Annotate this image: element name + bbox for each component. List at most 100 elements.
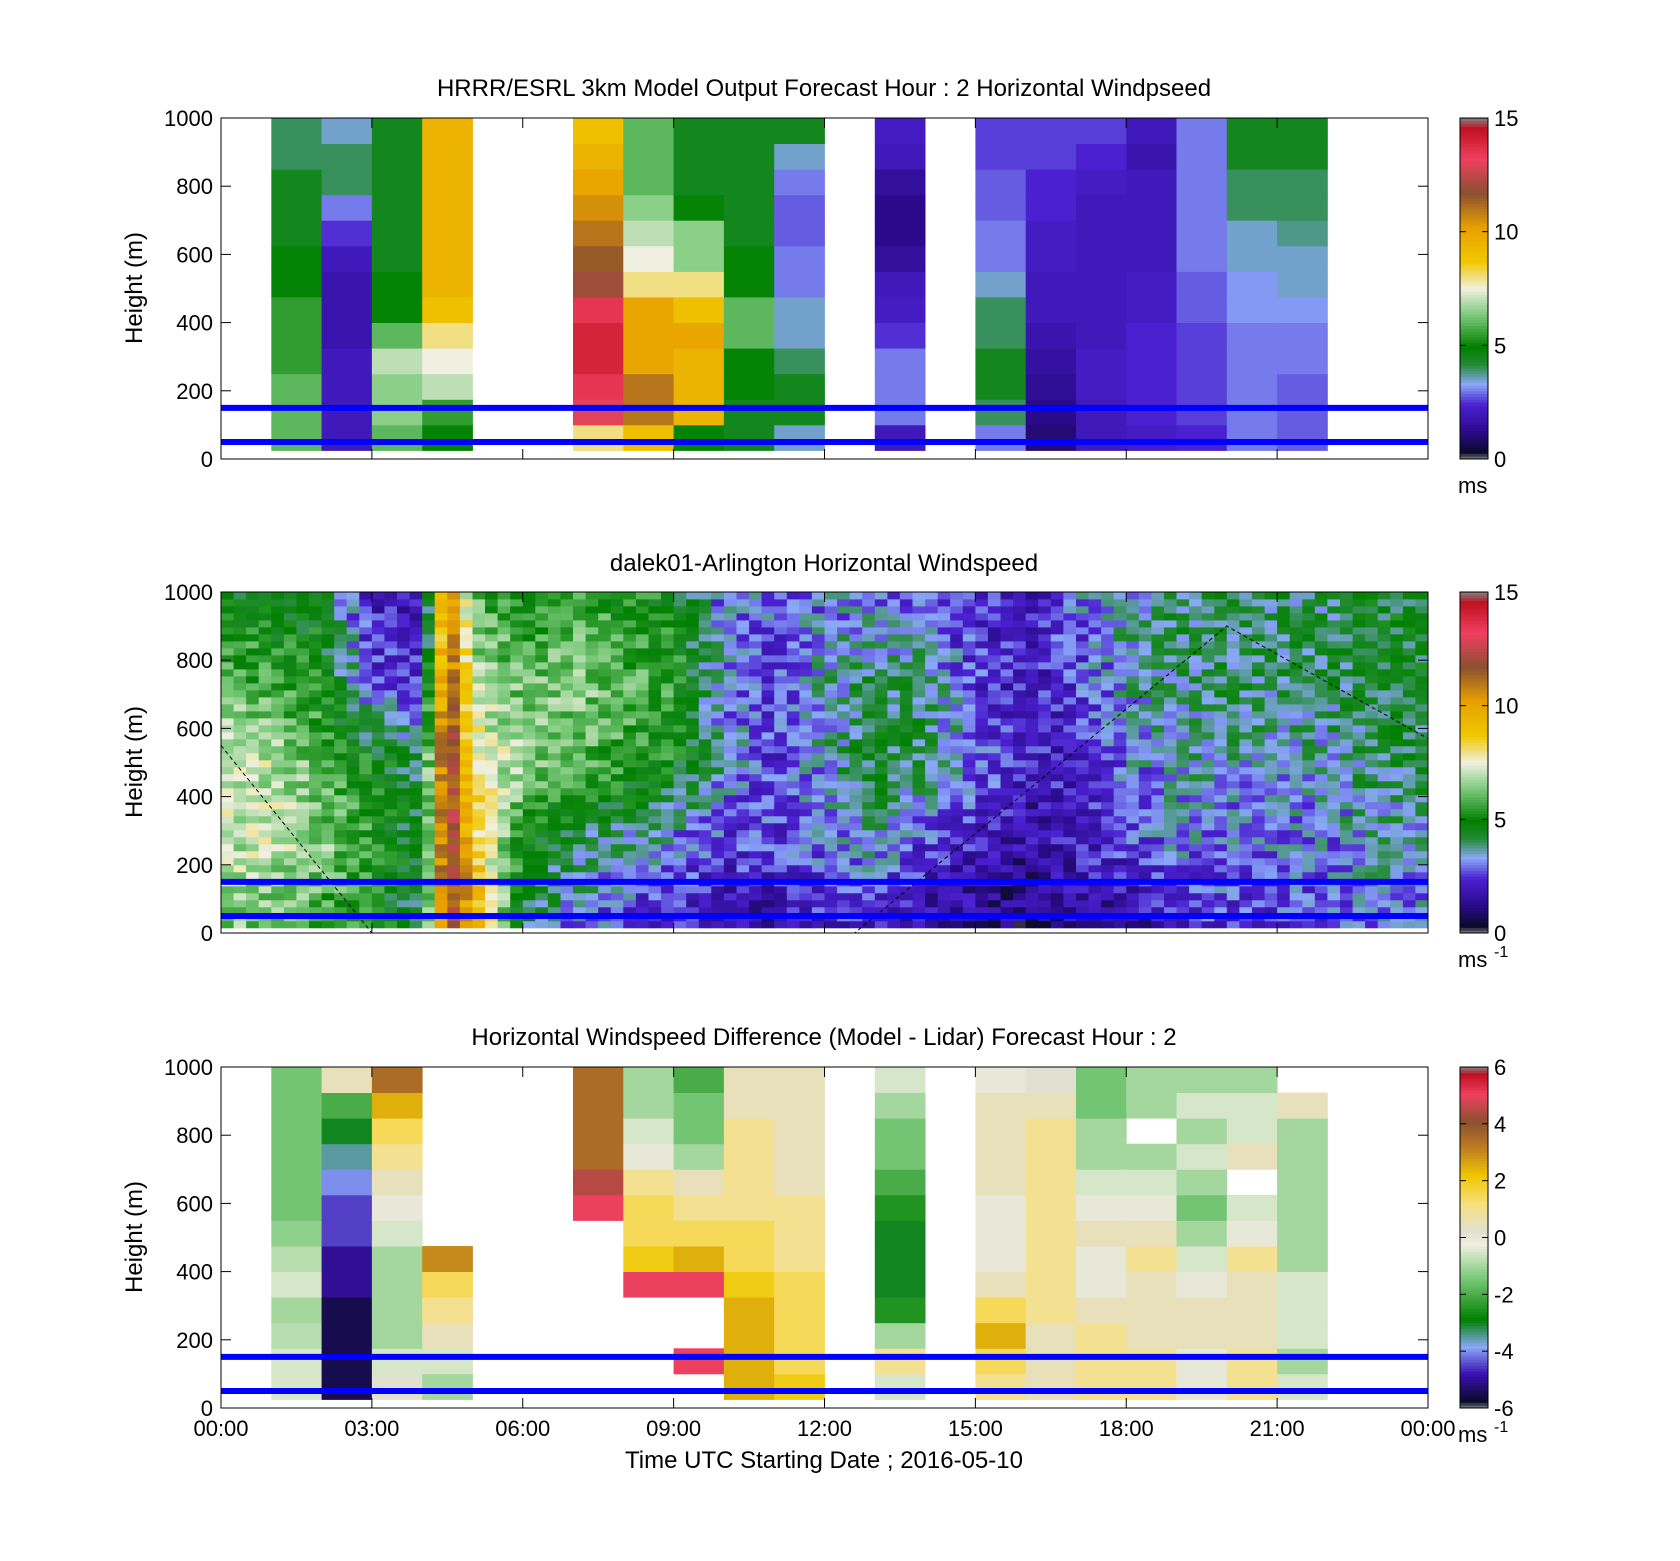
heatmap-cell xyxy=(648,829,662,838)
heatmap-cell xyxy=(271,794,285,803)
heatmap-cell xyxy=(774,118,825,144)
heatmap-cell xyxy=(912,634,926,642)
heatmap-cell xyxy=(522,745,536,754)
heatmap-cell xyxy=(975,850,989,859)
heatmap-cell xyxy=(736,676,750,684)
heatmap-cell xyxy=(573,704,586,712)
heatmap-cell xyxy=(987,787,1001,796)
heatmap-cell xyxy=(673,373,725,400)
heatmap-cell xyxy=(485,892,498,901)
heatmap-cell xyxy=(1050,704,1064,712)
heatmap-cell xyxy=(585,871,599,880)
heatmap-cell xyxy=(1402,655,1416,663)
heatmap-cell xyxy=(1038,759,1052,768)
heatmap-cell xyxy=(925,704,939,712)
heatmap-cell xyxy=(799,759,813,768)
heatmap-cell xyxy=(723,864,737,873)
heatmap-cell xyxy=(1302,829,1316,838)
heatmap-cell xyxy=(623,871,637,880)
colorbar-unit: ms xyxy=(1458,473,1487,498)
heatmap-cell xyxy=(359,794,373,803)
heatmap-cell xyxy=(774,599,788,607)
heatmap-cell xyxy=(962,718,976,726)
heatmap-cell xyxy=(987,732,1001,740)
heatmap-cell xyxy=(1101,669,1115,677)
heatmap-cell xyxy=(296,864,310,873)
heatmap-cell xyxy=(1365,808,1379,817)
heatmap-cell xyxy=(1340,815,1353,824)
heatmap-cell xyxy=(912,599,926,607)
heatmap-cell xyxy=(1025,118,1077,144)
heatmap-cell xyxy=(1264,683,1278,691)
heatmap-cell xyxy=(1101,920,1115,929)
heatmap-cell xyxy=(1289,773,1303,782)
heatmap-cell xyxy=(661,850,675,859)
heatmap-cell xyxy=(874,297,926,323)
heatmap-cell xyxy=(1214,766,1228,775)
colorbar-segment xyxy=(1460,351,1488,355)
heatmap-cell xyxy=(749,892,763,901)
heatmap-cell xyxy=(1390,892,1404,901)
heatmap-cell xyxy=(686,871,700,880)
heatmap-cell xyxy=(585,773,599,782)
heatmap-cell xyxy=(925,843,939,852)
heatmap-cell xyxy=(987,606,1001,614)
heatmap-cell xyxy=(736,920,750,929)
heatmap-cell xyxy=(887,690,901,698)
heatmap-cell xyxy=(1327,676,1341,684)
heatmap-cell xyxy=(1025,822,1039,831)
heatmap-cell xyxy=(698,766,712,775)
heatmap-cell xyxy=(610,752,624,761)
heatmap-cell xyxy=(296,822,310,831)
heatmap-cell xyxy=(962,759,976,768)
heatmap-cell xyxy=(296,752,310,761)
heatmap-cell xyxy=(1151,822,1165,831)
heatmap-cell xyxy=(799,738,813,747)
heatmap-cell xyxy=(937,773,951,782)
heatmap-cell xyxy=(749,794,763,803)
heatmap-cell xyxy=(497,648,511,656)
heatmap-cell xyxy=(799,655,813,663)
heatmap-cell xyxy=(472,690,486,698)
heatmap-cell xyxy=(1126,829,1140,838)
colorbar-segment xyxy=(1460,251,1488,255)
heatmap-cell xyxy=(975,690,989,698)
heatmap-cell xyxy=(623,752,637,761)
heatmap-cell xyxy=(623,906,637,915)
heatmap-cell xyxy=(1239,704,1253,712)
heatmap-cell xyxy=(824,655,838,663)
heatmap-cell xyxy=(1076,711,1089,719)
heatmap-cell xyxy=(246,627,260,635)
colorbar-segment xyxy=(1460,277,1488,281)
heatmap-cell xyxy=(1063,822,1077,831)
heatmap-cell xyxy=(950,738,964,747)
heatmap-cell xyxy=(246,676,260,684)
heatmap-cell xyxy=(887,676,901,684)
heatmap-cell xyxy=(1352,592,1366,600)
colorbar-segment xyxy=(1460,405,1488,409)
heatmap-cell xyxy=(1164,766,1177,775)
heatmap-cell xyxy=(1126,732,1140,740)
heatmap-cell xyxy=(899,780,913,789)
heatmap-cell xyxy=(1302,662,1316,670)
heatmap-cell xyxy=(749,920,763,929)
heatmap-cell xyxy=(510,606,524,614)
heatmap-cell xyxy=(862,592,876,600)
heatmap-cell xyxy=(485,885,498,894)
heatmap-cell xyxy=(635,906,649,915)
heatmap-cell xyxy=(233,683,247,691)
heatmap-cell xyxy=(711,641,725,649)
heatmap-cell xyxy=(1352,599,1366,607)
heatmap-cell xyxy=(698,592,712,600)
heatmap-cell xyxy=(849,822,863,831)
heatmap-cell xyxy=(560,683,574,691)
heatmap-cell xyxy=(987,906,1001,915)
heatmap-cell xyxy=(1402,864,1416,873)
heatmap-cell xyxy=(1415,704,1428,712)
heatmap-cell xyxy=(598,920,612,929)
heatmap-cell xyxy=(296,592,310,600)
heatmap-cell xyxy=(1377,871,1391,880)
heatmap-cell xyxy=(598,892,612,901)
heatmap-cell xyxy=(233,745,247,754)
heatmap-cell xyxy=(925,906,939,915)
